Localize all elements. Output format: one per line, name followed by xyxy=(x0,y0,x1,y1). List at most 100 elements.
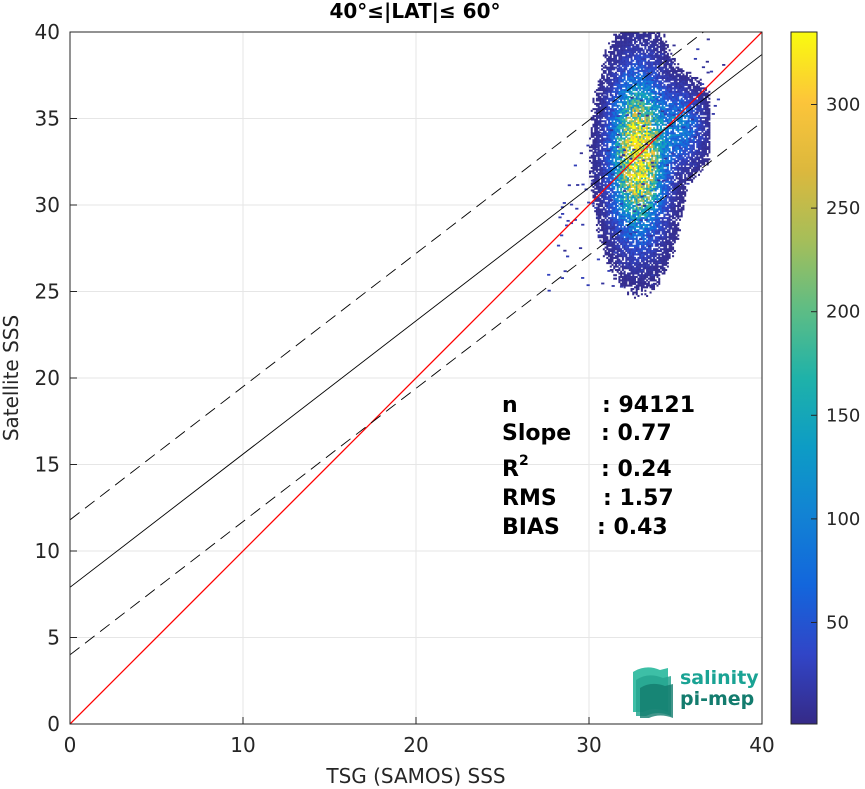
density-cell xyxy=(616,177,619,180)
density-cell xyxy=(613,78,616,81)
density-cell xyxy=(642,270,645,273)
density-cell xyxy=(670,87,673,90)
density-cell xyxy=(627,139,630,142)
density-cell xyxy=(666,130,669,133)
density-cell xyxy=(599,125,602,128)
density-cell xyxy=(653,120,656,123)
density-cell xyxy=(668,94,671,97)
density-cell xyxy=(597,211,600,214)
density-cell xyxy=(625,120,628,123)
density-cell xyxy=(639,33,642,36)
density-cell xyxy=(611,97,614,100)
density-cell xyxy=(613,194,616,197)
density-cell xyxy=(637,61,640,64)
density-cell xyxy=(611,196,614,199)
density-cell xyxy=(642,94,645,97)
density-cell xyxy=(642,241,645,244)
density-cell xyxy=(614,82,617,85)
density-cell xyxy=(599,101,602,104)
density-cell xyxy=(635,144,638,147)
density-cell xyxy=(601,92,604,95)
density-cell xyxy=(602,149,605,152)
density-cell xyxy=(640,198,643,201)
density-cell xyxy=(646,263,649,266)
density-cell xyxy=(606,132,609,135)
density-cell xyxy=(621,258,624,261)
density-cell xyxy=(608,51,611,54)
density-cell xyxy=(623,51,626,54)
density-cell xyxy=(644,293,647,296)
density-cell xyxy=(609,217,612,220)
density-cell xyxy=(637,173,640,176)
density-cell xyxy=(604,99,607,102)
density-cell xyxy=(628,51,631,54)
density-cell xyxy=(646,205,649,208)
density-cell xyxy=(651,132,654,135)
density-cell xyxy=(609,115,612,118)
density-cell xyxy=(639,248,642,251)
density-cell xyxy=(639,54,642,57)
density-cell xyxy=(628,147,631,150)
density-cell xyxy=(620,239,623,242)
density-cell xyxy=(611,147,614,150)
density-cell xyxy=(632,251,635,254)
density-cell xyxy=(637,101,640,104)
density-cell xyxy=(653,71,656,74)
density-cell xyxy=(649,49,652,52)
density-cell xyxy=(627,251,630,254)
density-cell xyxy=(633,248,637,251)
density-cell xyxy=(609,168,612,171)
density-cell xyxy=(618,158,621,161)
density-cell xyxy=(644,272,647,275)
density-cell xyxy=(623,108,626,111)
density-cell xyxy=(644,70,647,73)
density-cell xyxy=(616,251,619,254)
density-cell xyxy=(595,94,598,97)
density-cell xyxy=(628,220,631,223)
density-cell xyxy=(647,185,650,188)
density-cell xyxy=(614,144,617,147)
density-cell xyxy=(666,52,669,55)
density-cell xyxy=(642,275,645,278)
density-cell xyxy=(597,144,600,147)
density-cell xyxy=(621,51,624,54)
density-cell xyxy=(666,96,669,99)
density-cell xyxy=(613,243,616,246)
density-cell xyxy=(618,137,621,140)
density-cell xyxy=(642,37,645,40)
density-cell xyxy=(661,90,664,93)
density-cell xyxy=(654,56,657,59)
density-cell xyxy=(663,241,666,244)
density-cell xyxy=(621,78,624,81)
density-cell xyxy=(633,185,637,188)
density-cell xyxy=(642,78,645,81)
density-cell xyxy=(628,76,631,80)
density-cell xyxy=(644,56,647,59)
density-cell xyxy=(637,192,640,195)
density-cell xyxy=(633,76,637,80)
density-cell xyxy=(656,230,659,233)
density-cell xyxy=(663,149,666,152)
density-cell xyxy=(594,121,597,124)
density-cell xyxy=(659,210,662,213)
density-cell xyxy=(658,262,661,265)
density-cell xyxy=(608,194,611,197)
density-cell xyxy=(597,165,600,168)
density-cell xyxy=(601,168,604,171)
density-cell xyxy=(608,108,611,111)
density-cell xyxy=(625,146,628,149)
density-cell xyxy=(651,237,654,240)
density-cell xyxy=(609,57,612,60)
density-cell xyxy=(621,111,624,114)
density-cell xyxy=(602,137,605,140)
density-cell xyxy=(656,237,659,240)
density-cell xyxy=(614,33,617,36)
density-cell xyxy=(647,243,650,246)
density-cell xyxy=(665,47,668,50)
density-cell xyxy=(611,125,614,128)
density-cell xyxy=(644,57,647,60)
density-cell xyxy=(663,236,666,239)
density-cell xyxy=(618,191,621,194)
density-cell xyxy=(665,208,668,211)
density-cell xyxy=(656,118,659,121)
